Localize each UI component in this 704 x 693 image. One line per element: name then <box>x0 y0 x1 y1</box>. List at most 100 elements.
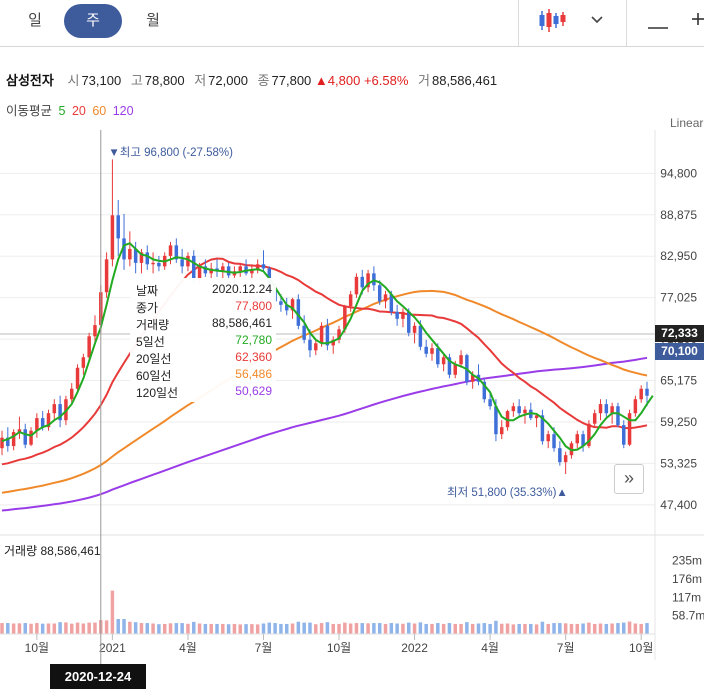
candle <box>250 264 254 281</box>
volume-bar <box>168 623 173 634</box>
y-tick-label: 53,325 <box>660 456 697 470</box>
volume-bar <box>157 624 161 634</box>
volume-bar <box>81 623 86 634</box>
candle-body <box>133 248 138 263</box>
candle <box>75 364 80 393</box>
annotations: ▼최고 96,800 (-27.58%) 최저 51,800 (35.33%)▲ <box>108 146 567 499</box>
candle <box>314 339 318 356</box>
volume-bar <box>87 622 91 634</box>
candle-body <box>418 325 423 347</box>
volume-bar <box>64 622 68 634</box>
volume-bar <box>255 624 260 634</box>
plus-icon[interactable] <box>692 10 704 31</box>
ma120-legend: 120 <box>112 104 134 118</box>
volume-bar <box>122 619 126 634</box>
candle-body <box>424 346 428 354</box>
candle-body <box>488 399 492 407</box>
candle <box>622 420 626 449</box>
double-chevron-right-icon[interactable]: » <box>614 464 644 494</box>
candlestick-icon[interactable] <box>538 8 568 39</box>
volume-bar <box>389 623 394 634</box>
volume-tick-label: 117m <box>672 590 701 604</box>
timeframe-toolbar: 일 주 월 <box>0 0 704 47</box>
volume-bar <box>505 623 510 634</box>
volume-bar <box>563 623 568 634</box>
candle <box>337 325 341 344</box>
candle-body <box>151 262 155 265</box>
tab-month[interactable]: 월 <box>146 12 160 29</box>
volume-bar <box>639 623 643 634</box>
volume-bar <box>540 621 545 634</box>
volume-axis: 235m 176m 117m 58.7m <box>0 534 704 635</box>
volume-bar <box>465 622 469 634</box>
ma20-line <box>1 257 648 466</box>
candle <box>587 420 591 449</box>
volume-bar <box>215 623 219 634</box>
volume-tick-label: 58.7m <box>672 609 704 623</box>
candle-body <box>377 285 382 302</box>
candle <box>633 395 638 417</box>
candle <box>122 213 126 270</box>
candle-body <box>494 406 498 435</box>
volume-bar <box>430 623 434 634</box>
candle <box>325 318 330 351</box>
volume-bar <box>17 623 22 634</box>
scale-toggle[interactable]: Linear <box>670 116 704 130</box>
candle-body <box>499 427 504 435</box>
volume-bar <box>226 624 231 634</box>
tooltip-row-ma60: 60일선 56,486 <box>136 367 272 383</box>
candle-body <box>558 448 562 463</box>
volume-bar <box>29 623 33 634</box>
candle-body <box>447 357 452 375</box>
candle <box>157 255 161 272</box>
volume-bar <box>581 623 585 634</box>
candle <box>645 381 649 407</box>
candle-body <box>622 425 626 445</box>
candle-body <box>104 259 109 293</box>
volume-bar <box>128 621 132 634</box>
candle <box>354 273 359 298</box>
x-tick-label: 7월 <box>557 641 575 655</box>
volume-bar <box>180 623 184 634</box>
candle-body <box>284 304 289 311</box>
candle-body <box>192 255 196 279</box>
grid-lines <box>0 130 656 660</box>
volume-bar <box>331 623 335 634</box>
volume-bar <box>93 622 97 634</box>
volume-bar <box>52 623 57 634</box>
candle <box>575 430 580 449</box>
candle-body <box>46 413 51 428</box>
candle-body <box>145 252 150 265</box>
volume-bar <box>296 621 301 634</box>
candle <box>11 429 16 451</box>
tooltip-row-ma5: 5일선 72,780 <box>136 333 272 349</box>
candle <box>511 402 516 417</box>
chevron-down-icon[interactable] <box>590 12 604 30</box>
quote-summary: 삼성전자 시 73,100 고 78,800 저 72,000 종 77,800 ▲4,… <box>6 70 497 89</box>
candle-body <box>552 434 556 449</box>
minus-icon[interactable] <box>648 17 668 35</box>
candle-body <box>523 409 527 414</box>
volume-bar <box>412 623 417 634</box>
candle-body <box>17 429 22 433</box>
candle-body <box>209 268 213 274</box>
candle-body <box>331 339 335 346</box>
candle <box>627 409 632 447</box>
candle <box>499 420 504 440</box>
candle <box>529 402 533 421</box>
tooltip-row-close: 종가 77,800 <box>136 299 272 315</box>
candle-body <box>75 367 80 389</box>
candle-body <box>587 423 591 447</box>
volume-bar <box>383 623 388 634</box>
candle <box>104 252 109 298</box>
tab-week[interactable]: 주 <box>64 4 122 38</box>
volume-bar <box>377 623 382 634</box>
volume-bar <box>244 624 248 634</box>
ma120-price-tag: 70,100 <box>655 343 704 360</box>
tab-day[interactable]: 일 <box>28 12 42 29</box>
candle <box>151 252 155 274</box>
ma60-legend: 60 <box>92 104 107 118</box>
volume-bar <box>209 623 213 634</box>
x-tick-label: 10월 <box>629 641 653 655</box>
